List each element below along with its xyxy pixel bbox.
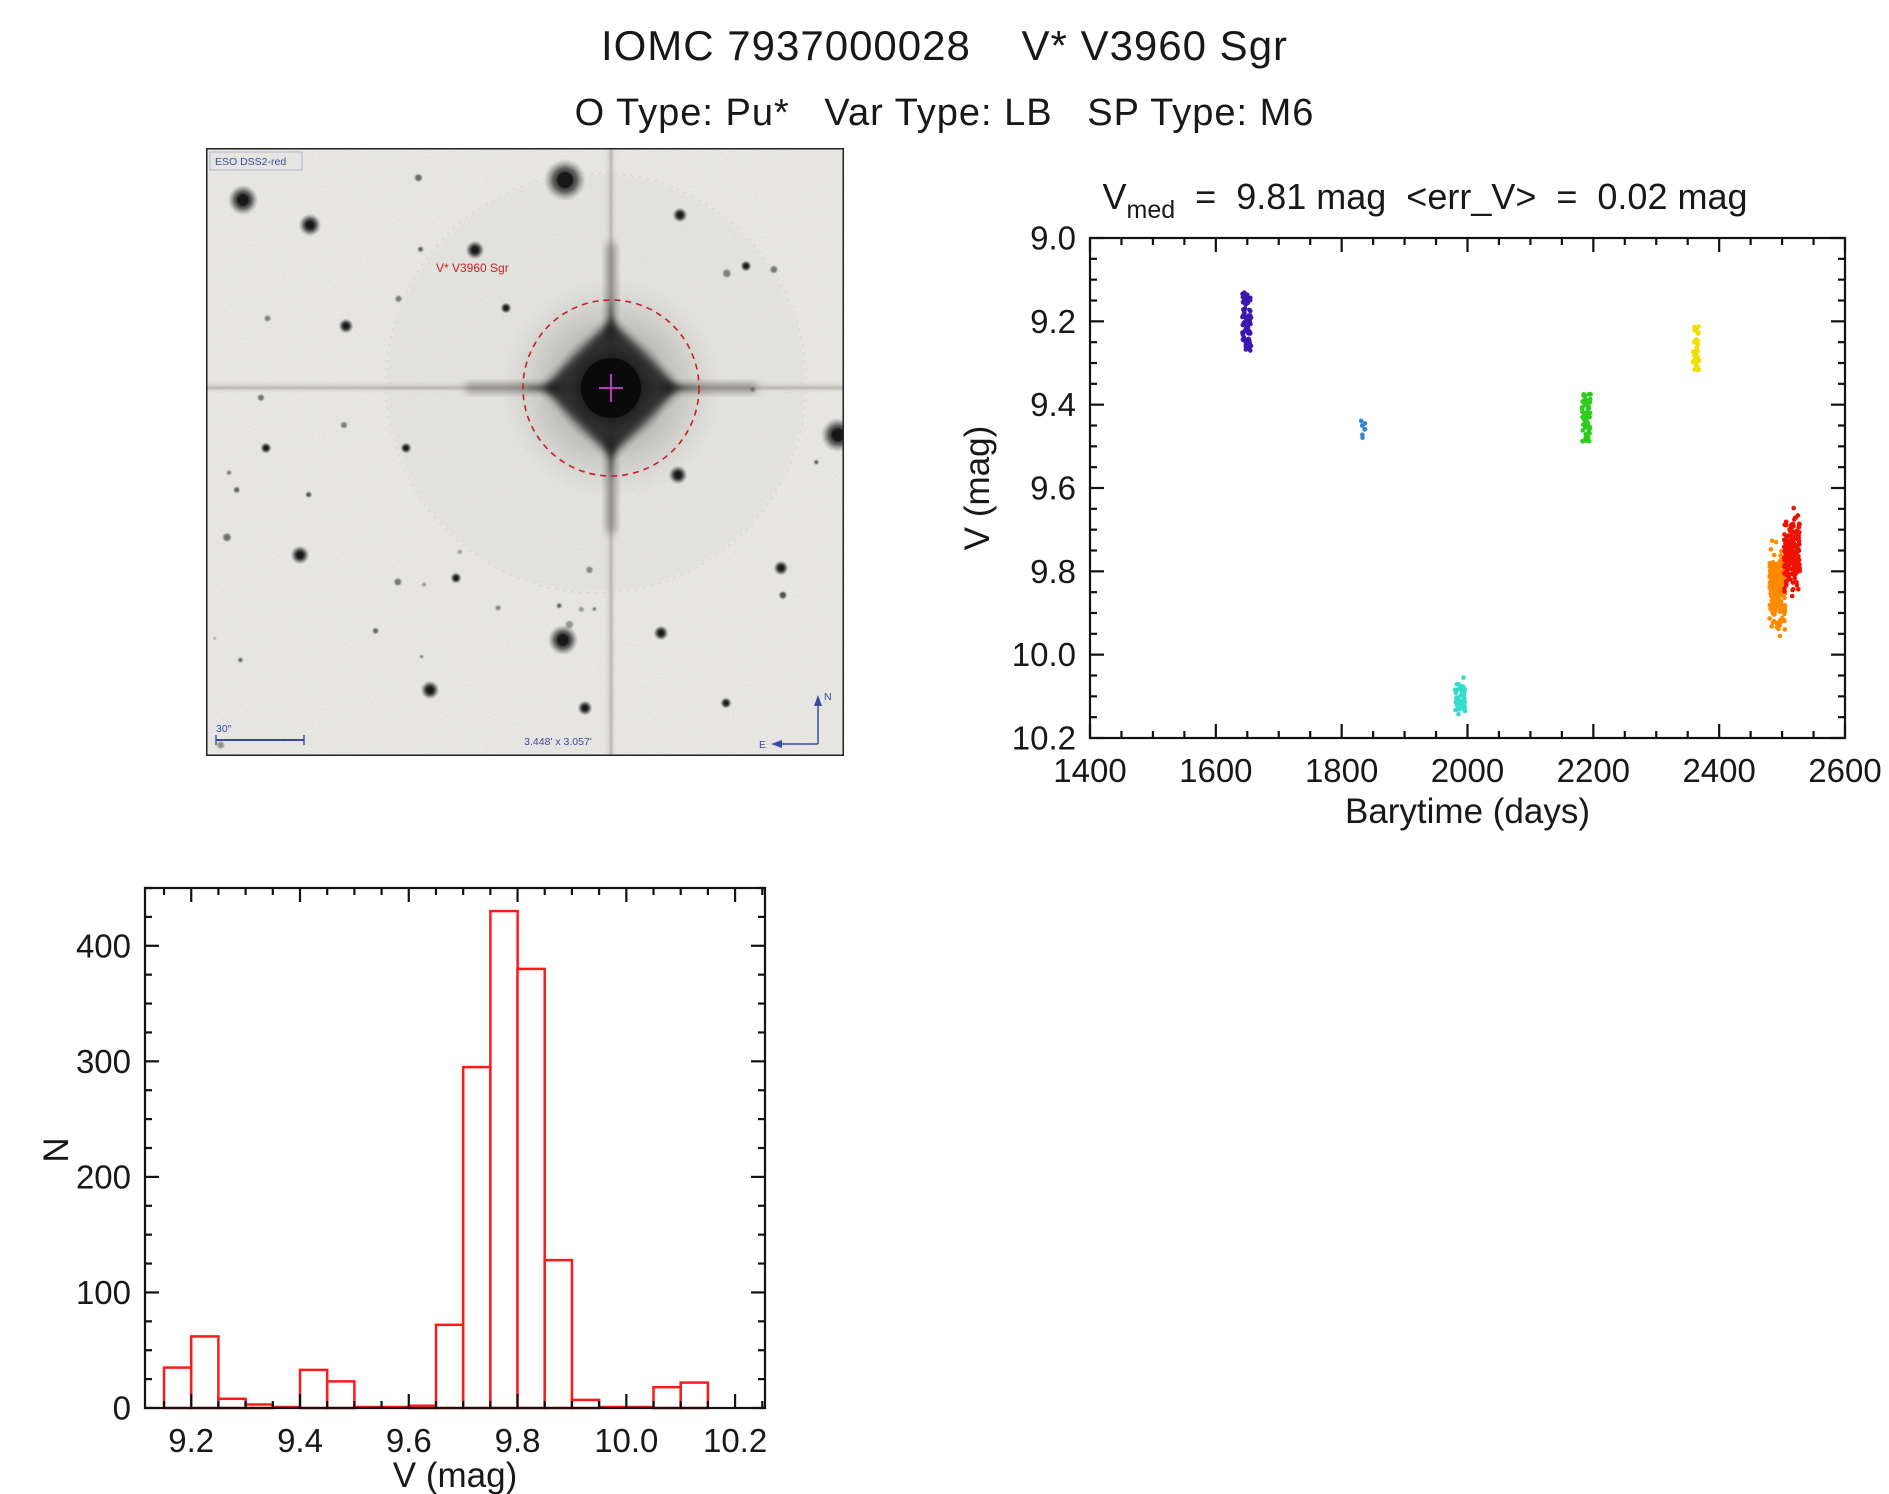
tick-labels: 9.2 9.4 9.6 9.8 10.0 10.2 0 100 200 300 400 bbox=[76, 927, 767, 1459]
y-tick-label: 9.0 bbox=[1030, 220, 1076, 257]
survey-label: ESO DSS2-red bbox=[215, 156, 286, 168]
y-tick-label: 100 bbox=[76, 1274, 131, 1311]
compass-north-label: N bbox=[824, 691, 832, 703]
vmed-value-text: = 9.81 mag <err_V> = 0.02 mag bbox=[1175, 176, 1748, 217]
histogram-bar bbox=[543, 1258, 574, 1410]
cluster-epoch-4 bbox=[1579, 391, 1593, 444]
x-tick-label: 2400 bbox=[1682, 752, 1755, 789]
x-tick-label: 10.0 bbox=[594, 1422, 658, 1459]
histogram-bar bbox=[434, 1323, 465, 1410]
histogram-bar bbox=[189, 1335, 220, 1410]
histogram-bar bbox=[570, 1398, 601, 1410]
light-curve-x-axis-label: Barytime (days) bbox=[1344, 792, 1591, 831]
x-tick-label: 1400 bbox=[1053, 752, 1126, 789]
y-tick-label: 10.0 bbox=[1012, 636, 1076, 673]
x-tick-label: 10.2 bbox=[703, 1422, 767, 1459]
histogram-bar bbox=[516, 967, 546, 1410]
x-tick-label: 1800 bbox=[1305, 752, 1378, 789]
histogram-bar bbox=[652, 1385, 682, 1410]
compass-east-arrow-icon bbox=[771, 740, 782, 748]
image-frame bbox=[206, 148, 844, 756]
survey-label-box bbox=[209, 151, 303, 171]
cluster-epoch-5 bbox=[1690, 324, 1702, 373]
cluster-epoch-1 bbox=[1240, 290, 1254, 353]
histogram-chart: 9.2 9.4 9.6 9.8 10.0 10.2 0 100 200 300 400 bbox=[76, 886, 767, 1459]
axes bbox=[143, 886, 767, 1410]
y-tick-label: 9.4 bbox=[1030, 386, 1076, 423]
cluster-epoch-7 bbox=[1781, 505, 1802, 599]
y-tick-label: 200 bbox=[76, 1158, 131, 1195]
histogram-bars bbox=[162, 909, 710, 1410]
x-tick-label: 9.6 bbox=[386, 1422, 432, 1459]
compass: N E bbox=[759, 691, 832, 751]
page-subtitle: O Type: Pu* Var Type: LB SP Type: M6 bbox=[574, 92, 1315, 134]
x-tick-label: 2600 bbox=[1808, 752, 1881, 789]
y-tick-label: 0 bbox=[113, 1390, 131, 1427]
light-curve-title: Vmed = 9.81 mag <err_V> = 0.02 mag bbox=[1045, 176, 1805, 225]
histogram-bar bbox=[461, 1065, 492, 1410]
scale-bar: 30″ bbox=[215, 723, 305, 745]
cluster-epoch-2 bbox=[1358, 418, 1368, 441]
histogram-x-axis-label: V (mag) bbox=[392, 1456, 518, 1494]
light-curve-chart: 1400 1600 1800 2000 2200 2400 2600 9.0 9.2 9.4 9.6… bbox=[1012, 220, 1882, 789]
x-tick-label: 9.4 bbox=[277, 1422, 323, 1459]
histogram-bar bbox=[217, 1397, 247, 1410]
x-tick-label: 1600 bbox=[1179, 752, 1252, 789]
histogram-bar bbox=[679, 1381, 710, 1410]
y-tick-label: 400 bbox=[76, 927, 131, 964]
cluster-epoch-3 bbox=[1452, 675, 1468, 717]
finder-chart-image: ESO DSS2-red V* V3960 Sgr 30″ 3.448' x 3… bbox=[206, 148, 844, 756]
y-tick-label: 9.6 bbox=[1030, 470, 1076, 507]
histogram-bar bbox=[489, 909, 519, 1410]
tick-labels: 1400 1600 1800 2000 2200 2400 2600 9.0 9.2 9.4 9.6… bbox=[1012, 220, 1882, 789]
compass-east-label: E bbox=[759, 739, 766, 751]
x-tick-label: 2000 bbox=[1431, 752, 1504, 789]
aperture-circle bbox=[522, 299, 700, 477]
vmed-subscript: med bbox=[1126, 196, 1176, 224]
page-title: IOMC 7937000028 V* V3960 Sgr bbox=[600, 22, 1289, 69]
x-tick-label: 9.8 bbox=[495, 1422, 541, 1459]
light-curve-points bbox=[1240, 290, 1802, 717]
y-tick-label: 9.2 bbox=[1030, 303, 1076, 340]
histogram-bar bbox=[298, 1368, 329, 1410]
y-tick-label: 300 bbox=[76, 1043, 131, 1080]
axes bbox=[1088, 236, 1847, 740]
y-tick-label: 9.8 bbox=[1030, 553, 1076, 590]
histogram-bar bbox=[162, 1366, 193, 1410]
histogram-bar bbox=[325, 1380, 356, 1410]
plot-frame bbox=[1088, 236, 1847, 740]
compass-north-arrow-icon bbox=[814, 695, 822, 706]
fov-label: 3.448' x 3.057' bbox=[524, 736, 592, 748]
y-tick-label: 10.2 bbox=[1012, 720, 1076, 757]
target-label: V* V3960 Sgr bbox=[436, 261, 509, 275]
ghost-halo-ring bbox=[385, 172, 807, 594]
vmed-symbol: V bbox=[1102, 176, 1127, 217]
x-tick-label: 9.2 bbox=[168, 1422, 214, 1459]
x-tick-label: 2200 bbox=[1557, 752, 1630, 789]
field-stars bbox=[213, 159, 844, 749]
scale-bar-label: 30″ bbox=[216, 723, 232, 735]
center-marker bbox=[599, 374, 623, 402]
